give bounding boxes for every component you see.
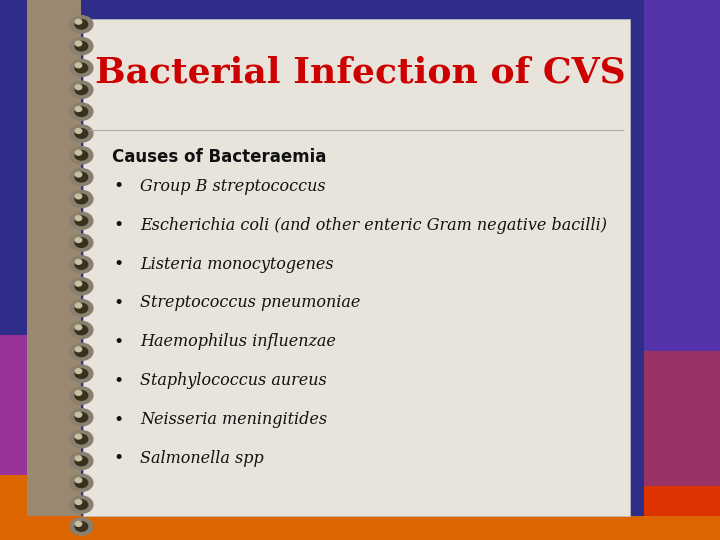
Circle shape [76, 172, 81, 177]
Circle shape [75, 456, 88, 465]
Circle shape [70, 474, 93, 491]
Circle shape [70, 496, 93, 514]
Circle shape [75, 129, 88, 138]
Circle shape [75, 303, 88, 313]
Text: •: • [114, 410, 124, 429]
Circle shape [70, 343, 93, 361]
Circle shape [70, 147, 93, 164]
Circle shape [70, 81, 93, 98]
Circle shape [75, 216, 88, 226]
Text: Listeria monocytogenes: Listeria monocytogenes [140, 255, 334, 273]
Circle shape [70, 190, 93, 207]
Circle shape [75, 391, 88, 400]
FancyBboxPatch shape [644, 486, 720, 540]
Circle shape [70, 37, 93, 55]
Circle shape [76, 325, 81, 330]
Circle shape [75, 434, 88, 444]
Circle shape [70, 409, 93, 426]
Circle shape [75, 107, 88, 117]
Circle shape [70, 16, 93, 33]
Text: •: • [114, 449, 124, 468]
Text: Staphylococcus aureus: Staphylococcus aureus [140, 372, 327, 389]
Circle shape [76, 303, 81, 308]
Circle shape [70, 212, 93, 230]
FancyBboxPatch shape [0, 516, 720, 540]
Circle shape [76, 260, 81, 264]
Circle shape [76, 456, 81, 461]
Circle shape [75, 19, 88, 29]
Circle shape [76, 369, 81, 374]
Circle shape [75, 500, 88, 509]
Text: •: • [114, 216, 124, 234]
Circle shape [75, 478, 88, 488]
Circle shape [76, 522, 81, 526]
Circle shape [75, 413, 88, 422]
Circle shape [70, 387, 93, 404]
Circle shape [70, 125, 93, 142]
Text: Haemophilus influenzae: Haemophilus influenzae [140, 333, 336, 350]
Circle shape [76, 434, 81, 439]
Circle shape [70, 168, 93, 186]
Circle shape [75, 63, 88, 73]
FancyBboxPatch shape [644, 0, 720, 351]
Circle shape [76, 41, 81, 46]
Circle shape [70, 453, 93, 470]
Circle shape [70, 234, 93, 251]
Circle shape [70, 365, 93, 382]
Circle shape [76, 129, 81, 133]
Text: Salmonella spp: Salmonella spp [140, 450, 264, 467]
Circle shape [76, 63, 81, 68]
Circle shape [76, 281, 81, 286]
FancyBboxPatch shape [0, 475, 27, 540]
Circle shape [76, 216, 81, 221]
Circle shape [76, 500, 81, 504]
Circle shape [76, 85, 81, 90]
Circle shape [70, 59, 93, 77]
Circle shape [76, 19, 81, 24]
FancyBboxPatch shape [0, 335, 27, 475]
Circle shape [76, 390, 81, 395]
Circle shape [75, 260, 88, 269]
Circle shape [75, 194, 88, 204]
Circle shape [75, 347, 88, 356]
Circle shape [70, 103, 93, 120]
Circle shape [76, 194, 81, 199]
Text: •: • [114, 333, 124, 351]
Circle shape [75, 151, 88, 160]
Circle shape [75, 42, 88, 51]
FancyBboxPatch shape [27, 0, 81, 540]
Text: •: • [114, 372, 124, 390]
Text: Neisseria meningitides: Neisseria meningitides [140, 411, 328, 428]
Circle shape [76, 150, 81, 155]
Text: •: • [114, 177, 124, 195]
Circle shape [75, 172, 88, 182]
Circle shape [70, 256, 93, 273]
Circle shape [75, 325, 88, 335]
Circle shape [75, 522, 88, 531]
Text: Streptococcus pneumoniae: Streptococcus pneumoniae [140, 294, 361, 312]
Circle shape [75, 85, 88, 94]
Circle shape [76, 413, 81, 417]
Text: Causes of Bacteraemia: Causes of Bacteraemia [112, 147, 326, 166]
Circle shape [76, 106, 81, 111]
Text: •: • [114, 255, 124, 273]
FancyBboxPatch shape [83, 19, 630, 516]
Circle shape [70, 430, 93, 448]
Circle shape [70, 278, 93, 295]
Circle shape [70, 321, 93, 339]
Circle shape [75, 369, 88, 379]
FancyBboxPatch shape [644, 351, 720, 486]
Text: •: • [114, 294, 124, 312]
Circle shape [76, 238, 81, 242]
Circle shape [70, 300, 93, 317]
Circle shape [76, 347, 81, 352]
Circle shape [76, 478, 81, 483]
Text: Group B streptococcus: Group B streptococcus [140, 178, 326, 195]
Circle shape [75, 281, 88, 291]
Circle shape [75, 238, 88, 247]
FancyBboxPatch shape [0, 0, 27, 335]
Text: Escherichia coli (and other enteric Gram negative bacilli): Escherichia coli (and other enteric Gram… [140, 217, 608, 234]
Text: Bacterial Infection of CVS: Bacterial Infection of CVS [95, 56, 625, 90]
Circle shape [70, 518, 93, 535]
